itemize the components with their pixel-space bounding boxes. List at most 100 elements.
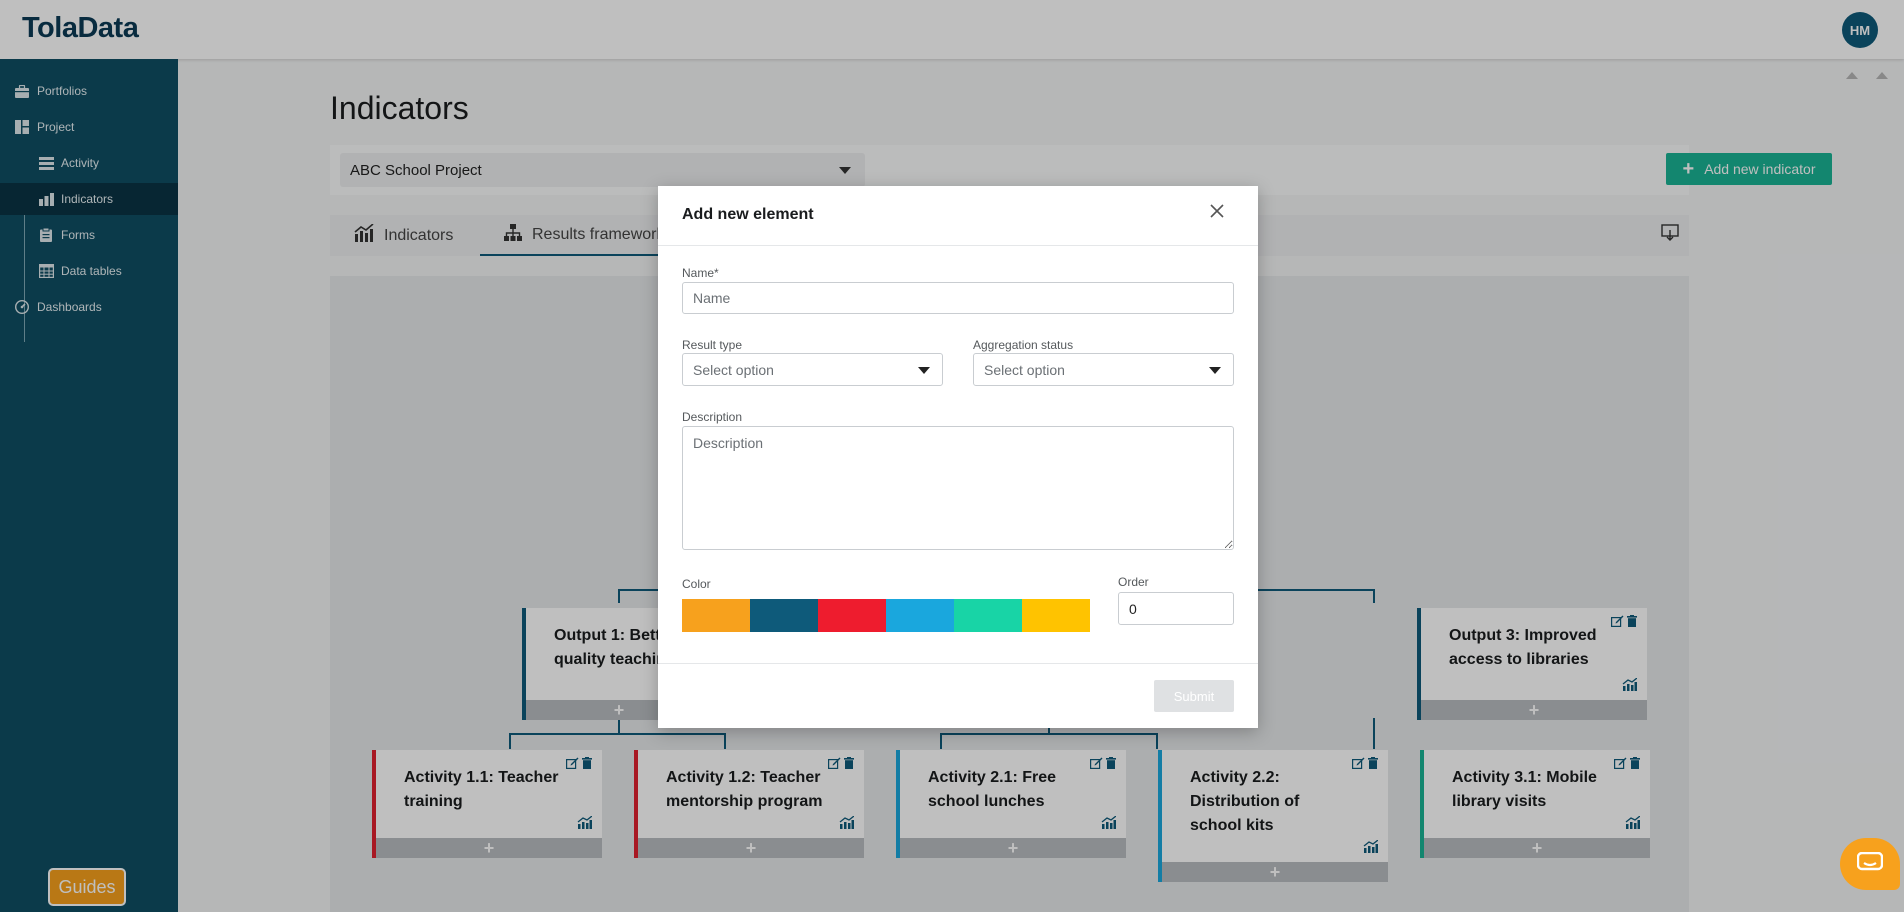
color-swatch-yellow[interactable] xyxy=(1022,599,1090,632)
top-bar: TolaData HM xyxy=(0,0,1904,59)
edit-icon[interactable] xyxy=(1611,614,1624,632)
trash-icon[interactable] xyxy=(582,756,592,774)
trash-icon[interactable] xyxy=(1627,614,1637,632)
close-button[interactable] xyxy=(1206,202,1228,224)
color-swatch-orange[interactable] xyxy=(682,599,750,632)
user-avatar[interactable]: HM xyxy=(1842,12,1878,48)
activity-card[interactable]: Activity 2.2: Distribution of school kit… xyxy=(1158,750,1388,882)
tab-label: Indicators xyxy=(384,226,454,244)
sidebar-item-label: Indicators xyxy=(61,192,114,206)
sidebar-item-project[interactable]: Project xyxy=(0,111,178,143)
name-label: Name* xyxy=(682,266,719,280)
chat-icon xyxy=(1856,851,1884,877)
project-select[interactable]: ABC School Project xyxy=(340,153,865,187)
close-icon xyxy=(1210,203,1224,223)
description-textarea[interactable] xyxy=(682,426,1234,550)
add-new-indicator-label: Add new indicator xyxy=(1704,161,1816,177)
sitemap-icon xyxy=(504,223,522,246)
indicator-chart-icon[interactable] xyxy=(1363,839,1379,858)
edit-icon[interactable] xyxy=(1090,756,1103,774)
connector xyxy=(724,733,726,749)
activity-card[interactable]: Activity 1.2: Teacher mentorship program… xyxy=(634,750,864,858)
card-title: Activity 2.2: Distribution of school kit… xyxy=(1190,769,1300,834)
card-title: Activity 1.1: Teacher training xyxy=(404,769,559,810)
edit-icon[interactable] xyxy=(828,756,841,774)
order-input[interactable] xyxy=(1118,592,1234,625)
add-new-indicator-button[interactable]: + Add new indicator xyxy=(1666,153,1832,185)
card-actions xyxy=(828,756,854,774)
table-icon xyxy=(38,263,54,279)
app-logo[interactable]: TolaData xyxy=(22,12,139,44)
sidebar-item-label: Dashboards xyxy=(37,300,102,314)
add-child-button[interactable]: + xyxy=(1424,838,1650,858)
sidebar-item-indicators[interactable]: Indicators xyxy=(0,183,178,215)
indicator-chart-icon[interactable] xyxy=(1622,677,1638,696)
edit-icon[interactable] xyxy=(1614,756,1627,774)
scroll-up-icon[interactable] xyxy=(1876,66,1888,79)
connector xyxy=(618,589,620,603)
card-actions xyxy=(1611,614,1637,632)
card-actions xyxy=(1352,756,1378,774)
color-swatch-green[interactable] xyxy=(954,599,1022,632)
aggregation-status-select[interactable]: Select option xyxy=(973,353,1234,386)
add-child-button[interactable]: + xyxy=(1421,700,1647,720)
card-actions xyxy=(1090,756,1116,774)
guides-button[interactable]: Guides xyxy=(48,868,126,906)
connector xyxy=(618,718,620,734)
output-card[interactable]: Output 3: Improved access to libraries + xyxy=(1417,608,1647,720)
sidebar-item-dashboards[interactable]: Dashboards xyxy=(0,291,178,323)
aggregation-status-label: Aggregation status xyxy=(973,338,1074,352)
activity-card[interactable]: Activity 3.1: Mobile library visits + xyxy=(1420,750,1650,858)
color-picker xyxy=(682,599,1090,632)
sidebar-item-label: Portfolios xyxy=(37,84,88,98)
result-type-value: Select option xyxy=(693,361,774,378)
sidebar-item-portfolios[interactable]: Portfolios xyxy=(0,75,178,107)
modal-title: Add new element xyxy=(682,206,814,223)
indicator-chart-icon[interactable] xyxy=(839,815,855,834)
add-child-button[interactable]: + xyxy=(1162,862,1388,882)
scroll-up-icon[interactable] xyxy=(1846,66,1858,79)
chevron-down-icon xyxy=(1209,367,1221,374)
color-swatch-dark-blue[interactable] xyxy=(750,599,818,632)
project-select-value: ABC School Project xyxy=(350,161,482,179)
card-actions xyxy=(1614,756,1640,774)
connector xyxy=(509,733,726,735)
project-icon xyxy=(14,119,30,135)
result-type-select[interactable]: Select option xyxy=(682,353,943,386)
activity-card[interactable]: Activity 2.1: Free school lunches + xyxy=(896,750,1126,858)
connector xyxy=(509,733,511,749)
sidebar-item-label: Project xyxy=(37,120,75,134)
color-swatch-red[interactable] xyxy=(818,599,886,632)
add-child-button[interactable]: + xyxy=(900,838,1126,858)
indicator-chart-icon[interactable] xyxy=(1101,815,1117,834)
aggregation-status-value: Select option xyxy=(984,361,1065,378)
trash-icon[interactable] xyxy=(1630,756,1640,774)
sidebar-item-label: Data tables xyxy=(61,264,122,278)
add-child-button[interactable]: + xyxy=(376,838,602,858)
indicator-chart-icon[interactable] xyxy=(577,815,593,834)
sidebar-item-activity[interactable]: Activity xyxy=(0,147,178,179)
trash-icon[interactable] xyxy=(1368,756,1378,774)
submit-button[interactable]: Submit xyxy=(1154,680,1234,712)
edit-icon[interactable] xyxy=(566,756,579,774)
trash-icon[interactable] xyxy=(1106,756,1116,774)
activity-card[interactable]: Activity 1.1: Teacher training + xyxy=(372,750,602,858)
chevron-down-icon xyxy=(839,167,851,174)
trash-icon[interactable] xyxy=(844,756,854,774)
name-input[interactable] xyxy=(682,282,1234,314)
sidebar-item-data-tables[interactable]: Data tables xyxy=(0,255,178,287)
chat-button[interactable] xyxy=(1840,838,1900,890)
export-icon[interactable] xyxy=(1661,224,1679,247)
card-title: Output 1: Better quality teaching xyxy=(554,627,676,668)
add-child-button[interactable]: + xyxy=(638,838,864,858)
tab-results-framework[interactable]: Results framework xyxy=(480,215,675,256)
tab-indicators[interactable]: Indicators xyxy=(354,215,472,256)
indicator-chart-icon[interactable] xyxy=(1625,815,1641,834)
edit-icon[interactable] xyxy=(1352,756,1365,774)
color-swatch-light-blue[interactable] xyxy=(886,599,954,632)
order-label: Order xyxy=(1118,575,1149,589)
sidebar-item-forms[interactable]: Forms xyxy=(0,219,178,251)
card-title: Activity 2.1: Free school lunches xyxy=(928,769,1057,810)
connector xyxy=(940,733,1158,735)
card-title: Activity 3.1: Mobile library visits xyxy=(1452,769,1597,810)
